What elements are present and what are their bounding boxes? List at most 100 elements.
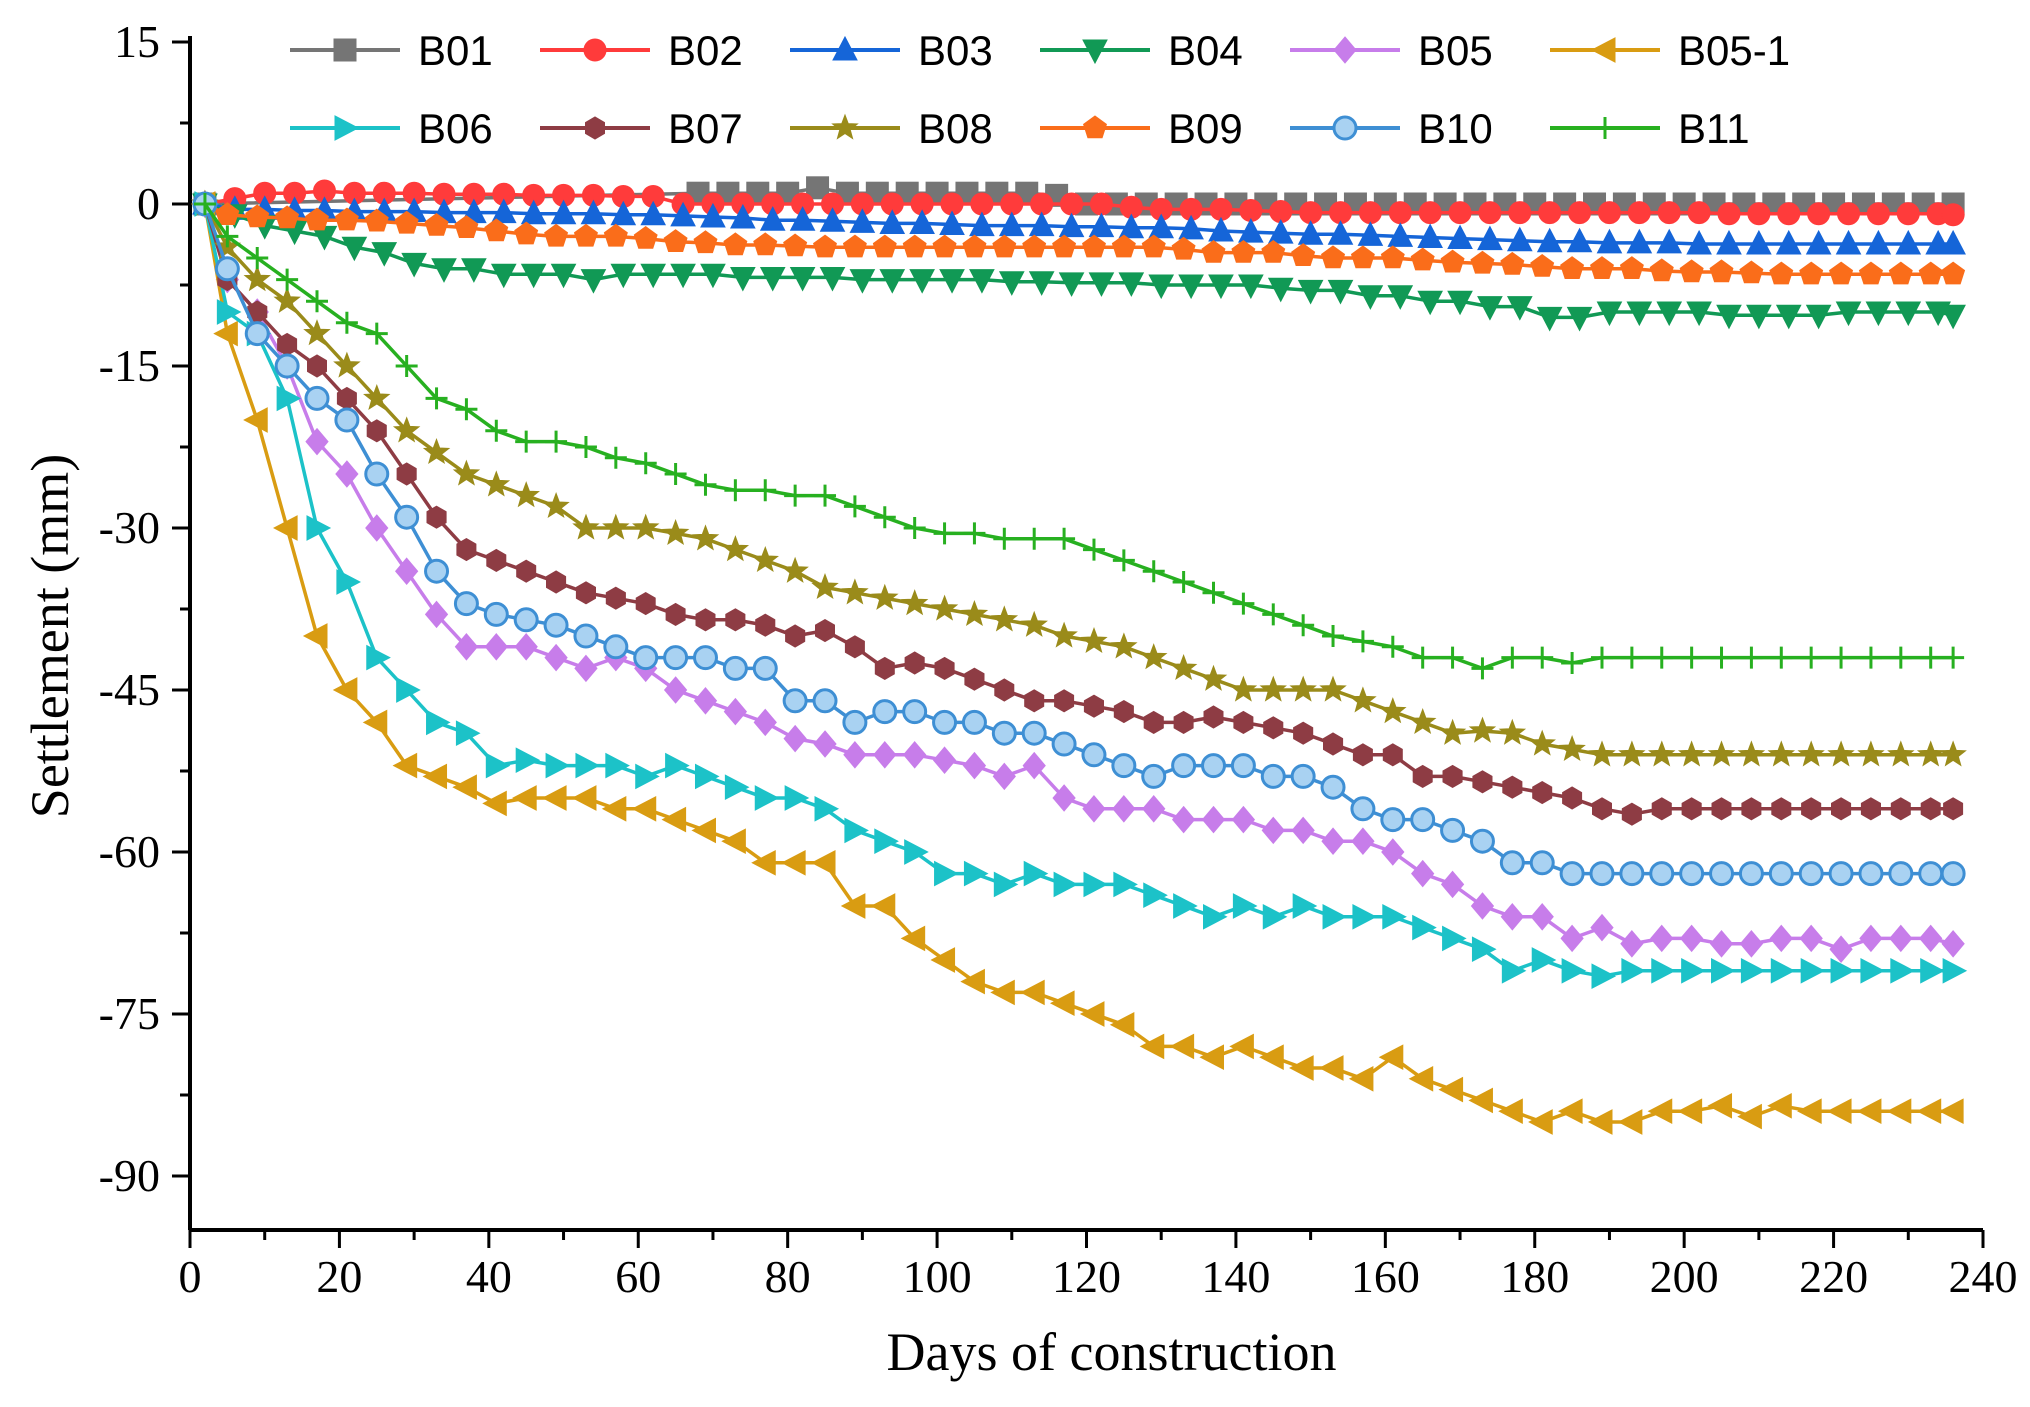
data-point-b04 bbox=[1118, 272, 1145, 297]
data-point-b05-1 bbox=[601, 795, 627, 822]
data-point-b08 bbox=[392, 416, 421, 443]
data-point-b09 bbox=[245, 204, 270, 228]
data-point-b07 bbox=[396, 462, 417, 486]
data-point-b07 bbox=[844, 635, 865, 659]
axes: 0 20 40 60 80 100 120 140 160 180 200 220 240 15 0 -15 -… bbox=[20, 16, 2018, 1382]
data-point-b08 bbox=[422, 437, 451, 465]
data-point-b05-1 bbox=[631, 795, 657, 822]
data-point-b04 bbox=[849, 269, 876, 294]
data-point-b02 bbox=[1807, 202, 1831, 226]
data-point-b04 bbox=[939, 269, 965, 294]
data-point-b06 bbox=[366, 644, 391, 671]
data-point-b06 bbox=[1442, 925, 1467, 952]
data-point-b08 bbox=[1468, 716, 1497, 743]
data-point-b05 bbox=[1231, 805, 1256, 834]
data-point-b03 bbox=[939, 210, 965, 236]
data-point-b08 bbox=[1080, 626, 1108, 654]
data-point-b05-1 bbox=[810, 849, 836, 876]
data-point-b03 bbox=[789, 206, 816, 231]
data-point-b07 bbox=[546, 570, 567, 594]
data-point-b11 bbox=[604, 446, 627, 469]
data-point-b04 bbox=[909, 269, 935, 294]
data-point-b05-1 bbox=[1289, 1055, 1314, 1081]
data-point-b11 bbox=[1023, 527, 1046, 550]
data-point-b05 bbox=[1709, 930, 1734, 958]
data-point-b06 bbox=[724, 774, 750, 801]
data-point-b11 bbox=[843, 495, 866, 518]
data-point-b05-1 bbox=[1109, 1011, 1135, 1038]
data-point-b06 bbox=[1561, 957, 1587, 984]
data-point-b06 bbox=[1890, 957, 1915, 984]
data-point-b05 bbox=[1829, 935, 1853, 963]
y-tick-label: -30 bbox=[99, 502, 160, 553]
data-point-b05-1 bbox=[721, 828, 746, 855]
data-point-b06 bbox=[1591, 963, 1617, 990]
data-point-b11 bbox=[1561, 652, 1584, 674]
data-point-b04 bbox=[640, 263, 667, 289]
data-point-b11 bbox=[365, 322, 388, 345]
data-point-b05-1 bbox=[1707, 1092, 1733, 1119]
data-point-b05 bbox=[454, 633, 479, 661]
data-point-b07 bbox=[1203, 705, 1224, 729]
data-point-b05 bbox=[932, 746, 957, 774]
data-point-b05 bbox=[424, 600, 449, 629]
data-point-b07 bbox=[456, 538, 477, 562]
data-point-b08 bbox=[1289, 675, 1317, 702]
y-axis-title: Settlement (mm) bbox=[20, 454, 80, 818]
data-point-b06 bbox=[1143, 882, 1168, 909]
data-point-b05 bbox=[1381, 838, 1405, 866]
data-point-b11 bbox=[306, 290, 329, 313]
data-point-b10 bbox=[1529, 850, 1555, 876]
data-point-b08 bbox=[1020, 610, 1048, 637]
data-point-b05 bbox=[544, 643, 568, 672]
data-point-b07 bbox=[1681, 797, 1702, 821]
data-point-b08 bbox=[1737, 740, 1766, 767]
data-point-b05 bbox=[1291, 816, 1315, 845]
data-point-b04 bbox=[610, 263, 637, 289]
data-point-b03 bbox=[909, 209, 935, 234]
data-point-b07 bbox=[336, 386, 357, 410]
data-point-b05-1 bbox=[1826, 1098, 1852, 1125]
data-point-b04 bbox=[1865, 301, 1892, 327]
legend-label-b05: B05 bbox=[1418, 27, 1493, 74]
data-point-b03 bbox=[1327, 220, 1354, 245]
data-point-b03 bbox=[1387, 222, 1414, 247]
data-point-b09 bbox=[902, 234, 927, 258]
data-point-b05 bbox=[1530, 903, 1554, 931]
data-point-b09 bbox=[1440, 249, 1465, 273]
legend-entry-b06: B06 bbox=[290, 105, 493, 152]
data-point-b11 bbox=[1053, 527, 1076, 550]
data-point-b07 bbox=[1920, 797, 1941, 821]
data-point-b03 bbox=[1148, 213, 1175, 239]
data-point-b09 bbox=[1141, 234, 1166, 258]
data-point-b10 bbox=[752, 655, 778, 681]
data-point-b11 bbox=[1680, 646, 1703, 669]
data-point-b06 bbox=[1412, 914, 1437, 941]
data-point-b10 bbox=[334, 407, 360, 433]
data-point-b06 bbox=[575, 752, 601, 779]
data-point-b07 bbox=[665, 602, 686, 626]
data-point-b08 bbox=[721, 535, 750, 562]
data-point-b10 bbox=[1290, 763, 1316, 789]
data-point-b08 bbox=[1528, 729, 1556, 756]
legend-marker-b05-1 bbox=[1590, 37, 1616, 63]
data-point-b05 bbox=[723, 697, 748, 726]
data-point-b08 bbox=[1857, 740, 1885, 767]
data-point-b06 bbox=[963, 860, 989, 887]
data-point-b02 bbox=[1627, 201, 1651, 225]
data-point-b04 bbox=[969, 269, 995, 294]
data-point-b03 bbox=[1596, 228, 1623, 254]
data-point-b11 bbox=[1411, 646, 1434, 669]
x-tick-label: 200 bbox=[1650, 1251, 1719, 1302]
legend-entry-b08: B08 bbox=[790, 105, 993, 152]
data-point-b04 bbox=[1686, 301, 1712, 327]
data-point-b05 bbox=[783, 724, 807, 753]
data-point-b07 bbox=[815, 619, 835, 643]
data-point-b04 bbox=[1417, 290, 1443, 316]
x-tick-label: 220 bbox=[1799, 1251, 1868, 1302]
data-point-b11 bbox=[1919, 646, 1942, 669]
data-point-b03 bbox=[550, 199, 577, 225]
x-tick-label: 80 bbox=[765, 1251, 811, 1302]
data-point-b06 bbox=[1053, 871, 1079, 898]
data-point-b10 bbox=[1260, 763, 1286, 789]
